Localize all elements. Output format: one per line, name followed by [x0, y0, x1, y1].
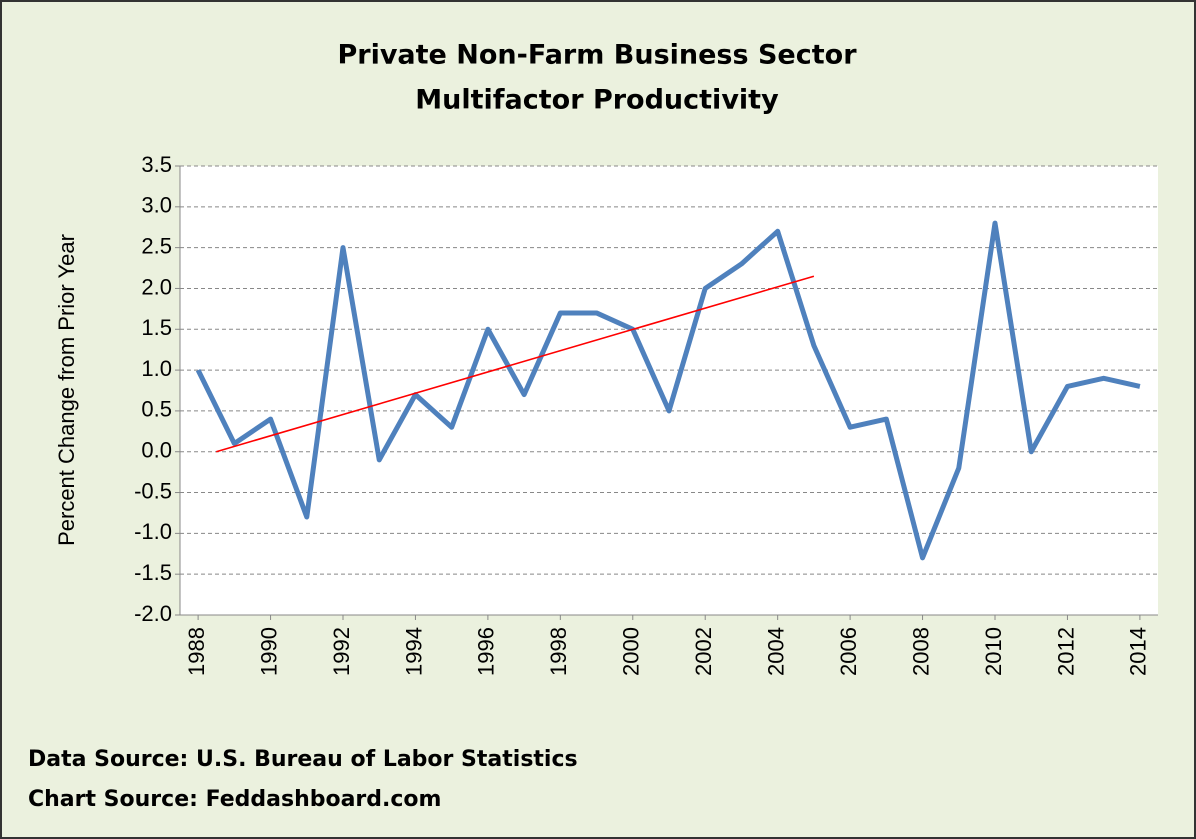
y-tick-label: 0.5: [141, 397, 172, 422]
x-tick-label: 2004: [763, 627, 788, 676]
x-tick-label: 2008: [908, 627, 933, 676]
x-tick-label: 2002: [691, 627, 716, 676]
y-tick-label: 1.5: [141, 315, 172, 340]
y-tick-label: -1.0: [134, 519, 172, 544]
y-axis-label: Percent Change from Prior Year: [54, 234, 79, 546]
x-tick-label: 1988: [184, 627, 209, 676]
y-tick-label: -0.5: [134, 478, 172, 503]
y-tick-label: -2.0: [134, 601, 172, 626]
y-tick-label: 0.0: [141, 438, 172, 463]
chart-title: Private Non-Farm Business Sector: [337, 40, 857, 71]
y-tick-label: -1.5: [134, 560, 172, 585]
y-tick-label: 3.5: [141, 152, 172, 177]
x-tick-label: 1998: [546, 627, 571, 676]
x-tick-label: 1990: [256, 627, 281, 676]
y-tick-label: 2.5: [141, 233, 172, 258]
x-tick-label: 2006: [836, 627, 861, 676]
x-tick-label: 2000: [619, 627, 644, 676]
x-tick-label: 2014: [1126, 627, 1151, 676]
trend-line: [215, 275, 815, 453]
data-line: [195, 220, 1141, 561]
source-note: Data Source: U.S. Bureau of Labor Statis…: [28, 747, 578, 772]
x-tick-label: 1996: [474, 627, 499, 676]
x-tick-label: 1994: [401, 627, 426, 676]
x-tick-label: 2012: [1053, 627, 1078, 676]
source-note: Chart Source: Feddashboard.com: [28, 787, 441, 812]
y-tick-label: 3.0: [141, 193, 172, 218]
y-tick-label: 1.0: [141, 356, 172, 381]
y-tick-label: 2.0: [141, 274, 172, 299]
chart-title: Multifactor Productivity: [415, 85, 779, 116]
plot-area: [180, 166, 1158, 615]
x-tick-label: 1992: [329, 627, 354, 676]
x-tick-label: 2010: [981, 627, 1006, 676]
